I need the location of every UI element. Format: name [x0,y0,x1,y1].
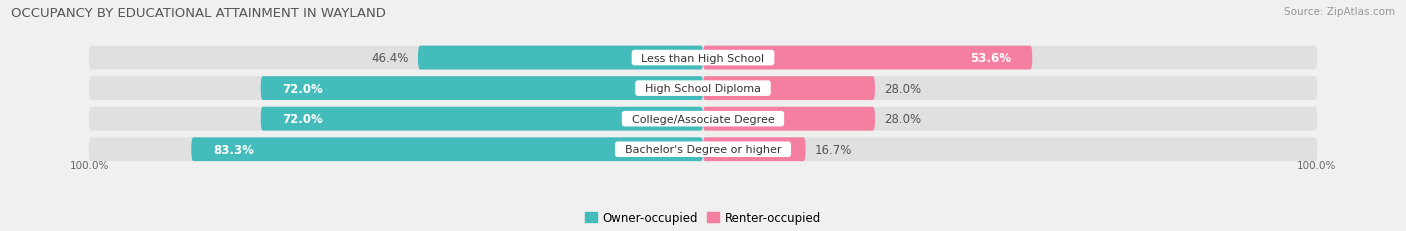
Text: OCCUPANCY BY EDUCATIONAL ATTAINMENT IN WAYLAND: OCCUPANCY BY EDUCATIONAL ATTAINMENT IN W… [11,7,387,20]
FancyBboxPatch shape [89,107,1317,131]
FancyBboxPatch shape [191,138,703,161]
Text: 16.7%: 16.7% [815,143,852,156]
FancyBboxPatch shape [703,107,875,131]
Text: 83.3%: 83.3% [212,143,253,156]
Legend: Owner-occupied, Renter-occupied: Owner-occupied, Renter-occupied [583,210,823,225]
Text: Bachelor's Degree or higher: Bachelor's Degree or higher [617,145,789,155]
Text: 72.0%: 72.0% [283,82,323,95]
Text: 100.0%: 100.0% [70,160,110,170]
Text: 46.4%: 46.4% [371,52,409,65]
Text: 72.0%: 72.0% [283,113,323,126]
FancyBboxPatch shape [418,46,703,70]
Text: Source: ZipAtlas.com: Source: ZipAtlas.com [1284,7,1395,17]
Text: Less than High School: Less than High School [634,53,772,63]
FancyBboxPatch shape [703,138,806,161]
FancyBboxPatch shape [89,77,1317,101]
FancyBboxPatch shape [703,46,1032,70]
FancyBboxPatch shape [260,77,703,101]
FancyBboxPatch shape [89,46,1317,70]
Text: 28.0%: 28.0% [884,82,921,95]
FancyBboxPatch shape [703,77,875,101]
Text: College/Associate Degree: College/Associate Degree [624,114,782,124]
Text: 28.0%: 28.0% [884,113,921,126]
FancyBboxPatch shape [260,107,703,131]
Text: 100.0%: 100.0% [1296,160,1336,170]
FancyBboxPatch shape [89,138,1317,161]
Text: 53.6%: 53.6% [970,52,1011,65]
Text: High School Diploma: High School Diploma [638,84,768,94]
